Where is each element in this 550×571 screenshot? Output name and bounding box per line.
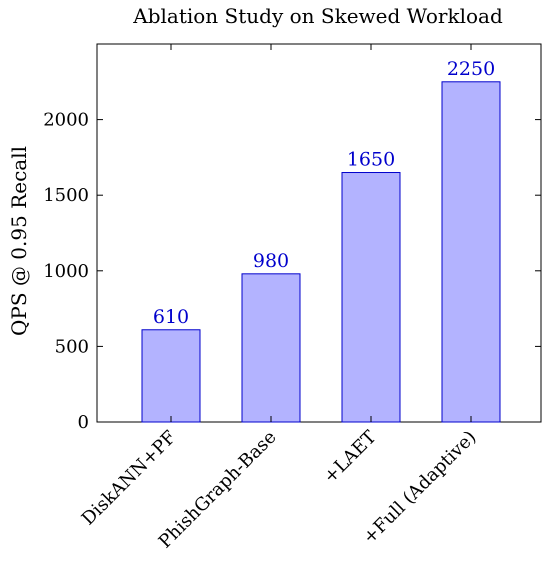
chart-title: Ablation Study on Skewed Workload [132,4,503,28]
x-tick-label: +LAET [320,427,381,488]
y-tick-label: 1500 [43,185,89,206]
bar [241,273,301,423]
y-tick-label: 500 [55,336,89,357]
bar [141,329,201,423]
bar [441,81,501,423]
top-ticks [170,44,472,50]
data-label: 2250 [447,58,495,80]
data-label: 610 [153,306,189,328]
y-tick-label: 0 [78,412,89,433]
plot-frame [96,43,542,423]
data-label: 1650 [347,149,395,171]
y-tick-label: 1000 [43,261,89,282]
y-axis-label: QPS @ 0.95 Recall [7,146,31,336]
data-labels: 610 980 1650 2250 [153,58,495,328]
bar [341,172,401,423]
y-axis-ticks: 0 500 1000 1500 2000 [43,110,541,433]
data-label: 980 [253,250,289,272]
bars [141,81,501,423]
y-tick-label: 2000 [43,110,89,131]
x-tick-label: DiskANN+PF [78,427,181,530]
